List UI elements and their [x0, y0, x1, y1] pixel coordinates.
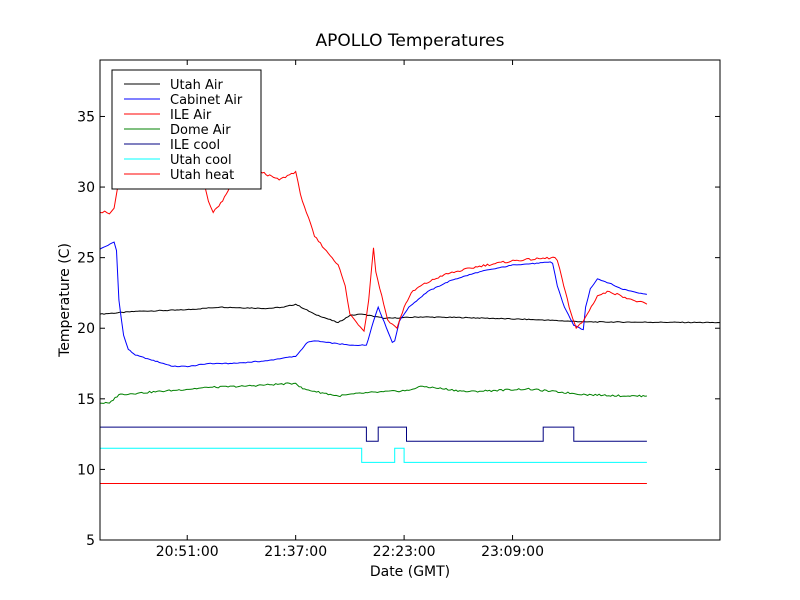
chart-title: APOLLO Temperatures	[316, 31, 505, 51]
x-tick-label: 21:37:00	[264, 544, 327, 560]
series-line-ile-cool	[100, 426, 647, 442]
x-tick-label: 23:09:00	[481, 544, 544, 560]
legend-label: Utah Air	[170, 78, 223, 93]
legend-label: Cabinet Air	[170, 93, 243, 108]
series-line-utah-air	[100, 303, 720, 324]
x-tick-label: 22:23:00	[373, 544, 436, 560]
legend-label: Dome Air	[170, 123, 231, 138]
legend-label: ILE Air	[170, 108, 212, 123]
y-tick-label: 10	[77, 462, 95, 478]
series-line-cabinet-air	[100, 241, 647, 368]
y-tick-label: 15	[77, 392, 95, 408]
plot-frame	[99, 59, 721, 541]
series-line-dome-air	[100, 382, 647, 404]
y-tick-label: 30	[77, 180, 95, 196]
legend-label: Utah heat	[170, 168, 234, 183]
ticks-layer: 20:51:00 21:37:00 22:23:00 23:09:00 5 10 15 20 2…	[77, 60, 720, 560]
y-tick-label: 25	[77, 251, 95, 267]
legend-label: ILE cool	[170, 138, 220, 153]
x-axis-label: Date (GMT)	[370, 564, 450, 580]
y-tick-label: 35	[77, 109, 95, 125]
series-line-utah-cool	[100, 447, 647, 463]
x-tick-label: 20:51:00	[156, 544, 219, 560]
y-axis-label: Temperature (C)	[57, 243, 73, 358]
legend-label: Utah cool	[170, 153, 232, 168]
y-tick-label: 5	[86, 533, 95, 549]
y-tick-label: 20	[77, 321, 95, 337]
